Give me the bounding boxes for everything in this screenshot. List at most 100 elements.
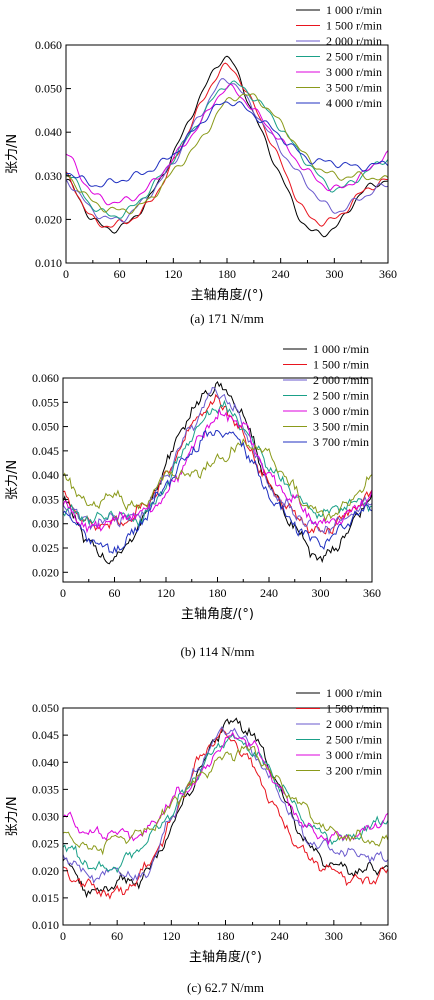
series-group xyxy=(66,55,388,238)
x-tick-label: 0 xyxy=(60,586,66,600)
x-tick-label: 300 xyxy=(312,586,330,600)
y-tick-label: 0.045 xyxy=(32,444,59,458)
series-line-5 xyxy=(66,83,388,206)
y-tick-label: 0.040 xyxy=(32,755,59,769)
legend-label: 2 500 r/min xyxy=(326,50,382,64)
series-line-2 xyxy=(63,726,388,900)
series-line-2 xyxy=(63,393,372,535)
panel-caption: (b) 114 N/mm xyxy=(181,644,255,659)
y-axis-label: 张力/N xyxy=(5,796,20,836)
y-axis-label: 张力/N xyxy=(5,134,20,174)
y-tick-label: 0.050 xyxy=(35,82,62,96)
x-tick-label: 60 xyxy=(111,929,123,943)
series-line-3 xyxy=(66,78,388,223)
legend-label: 2 500 r/min xyxy=(313,389,369,403)
x-tick-label: 240 xyxy=(260,586,278,600)
series-line-5 xyxy=(63,731,388,846)
x-tick-label: 360 xyxy=(379,267,397,281)
legend-label: 1 000 r/min xyxy=(313,342,369,356)
series-group xyxy=(63,380,372,565)
y-tick-label: 0.045 xyxy=(32,728,59,742)
x-tick-label: 300 xyxy=(325,929,343,943)
x-axis-label: 主轴角度/(°) xyxy=(189,949,262,965)
series-line-3 xyxy=(63,725,388,884)
chart-panel-2: 0 60 120 180 240 300 360 0.020 0.025 0.030 0.035 0.… xyxy=(5,342,381,659)
y-tick-label: 0.030 xyxy=(35,169,62,183)
y-tick-label: 0.015 xyxy=(32,891,59,905)
legend-label: 2 000 r/min xyxy=(326,34,382,48)
y-tick-label: 0.010 xyxy=(32,918,59,932)
y-tick-label: 0.040 xyxy=(32,468,59,482)
y-tick-label: 0.020 xyxy=(35,212,62,226)
x-tick-label: 240 xyxy=(272,267,290,281)
legend-label: 2 500 r/min xyxy=(326,733,382,747)
chart-panel-3: 0 60 120 180 240 300 360 0.010 0.015 0.020 0.025 0.… xyxy=(5,686,397,995)
series-line-4 xyxy=(63,733,388,874)
legend-label: 1 000 r/min xyxy=(326,686,382,700)
x-tick-label: 360 xyxy=(363,586,381,600)
y-axis-label: 张力/N xyxy=(5,460,20,500)
x-tick-label: 60 xyxy=(109,586,121,600)
legend-label: 3 000 r/min xyxy=(326,748,382,762)
y-tick-label: 0.050 xyxy=(32,420,59,434)
series-line-1 xyxy=(63,717,388,899)
legend-label: 1 000 r/min xyxy=(326,3,382,17)
y-tick-label: 0.050 xyxy=(32,701,59,715)
series-line-3 xyxy=(63,387,372,535)
x-tick-label: 60 xyxy=(114,267,126,281)
y-tick-label: 0.030 xyxy=(32,517,59,531)
legend-label: 1 500 r/min xyxy=(326,19,382,33)
y-tick-label: 0.030 xyxy=(32,810,59,824)
y-tick-label: 0.035 xyxy=(32,782,59,796)
legend-label: 3 000 r/min xyxy=(326,65,382,79)
x-tick-label: 180 xyxy=(217,929,235,943)
y-tick-label: 0.025 xyxy=(32,541,59,555)
panel-caption: (c) 62.7 N/mm xyxy=(187,980,264,995)
y-tick-label: 0.035 xyxy=(32,492,59,506)
legend-label: 2 000 r/min xyxy=(313,373,369,387)
y-tick-label: 0.040 xyxy=(35,125,62,139)
x-tick-label: 360 xyxy=(379,929,397,943)
x-tick-label: 180 xyxy=(209,586,227,600)
series-line-7 xyxy=(66,101,388,188)
y-tick-label: 0.010 xyxy=(35,256,62,270)
x-tick-label: 180 xyxy=(218,267,236,281)
y-tick-label: 0.020 xyxy=(32,864,59,878)
legend-label: 1 500 r/min xyxy=(313,358,369,372)
x-tick-label: 120 xyxy=(157,586,175,600)
series-line-5 xyxy=(63,409,372,534)
series-line-1 xyxy=(63,380,372,565)
x-tick-label: 120 xyxy=(162,929,180,943)
series-line-6 xyxy=(63,438,372,522)
y-tick-label: 0.060 xyxy=(32,371,59,385)
legend-label: 2 000 r/min xyxy=(326,717,382,731)
series-line-6 xyxy=(66,93,388,215)
y-tick-label: 0.060 xyxy=(35,38,62,52)
series-line-1 xyxy=(66,55,388,238)
legend-label: 3 500 r/min xyxy=(326,81,382,95)
legend-label: 3 500 r/min xyxy=(313,420,369,434)
legend-label: 3 000 r/min xyxy=(313,404,369,418)
legend-label: 3 700 r/min xyxy=(313,435,369,449)
chart-panel-1: 0 60 120 180 240 300 360 0.010 0.020 0.030 0.040 0.… xyxy=(5,3,397,326)
legend-label: 4 000 r/min xyxy=(326,96,382,110)
series-line-7 xyxy=(63,429,372,554)
series-line-6 xyxy=(63,745,388,856)
x-tick-label: 120 xyxy=(164,267,182,281)
legend-label: 3 200 r/min xyxy=(326,764,382,778)
y-tick-label: 0.055 xyxy=(32,395,59,409)
x-tick-label: 0 xyxy=(63,267,69,281)
legend-label: 1 500 r/min xyxy=(326,702,382,716)
y-tick-label: 0.020 xyxy=(32,565,59,579)
x-tick-label: 240 xyxy=(271,929,289,943)
series-group xyxy=(63,717,388,900)
x-axis-label: 主轴角度/(°) xyxy=(190,287,263,303)
x-axis-label: 主轴角度/(°) xyxy=(181,606,254,622)
x-tick-label: 300 xyxy=(325,267,343,281)
y-tick-label: 0.025 xyxy=(32,837,59,851)
x-tick-label: 0 xyxy=(60,929,66,943)
